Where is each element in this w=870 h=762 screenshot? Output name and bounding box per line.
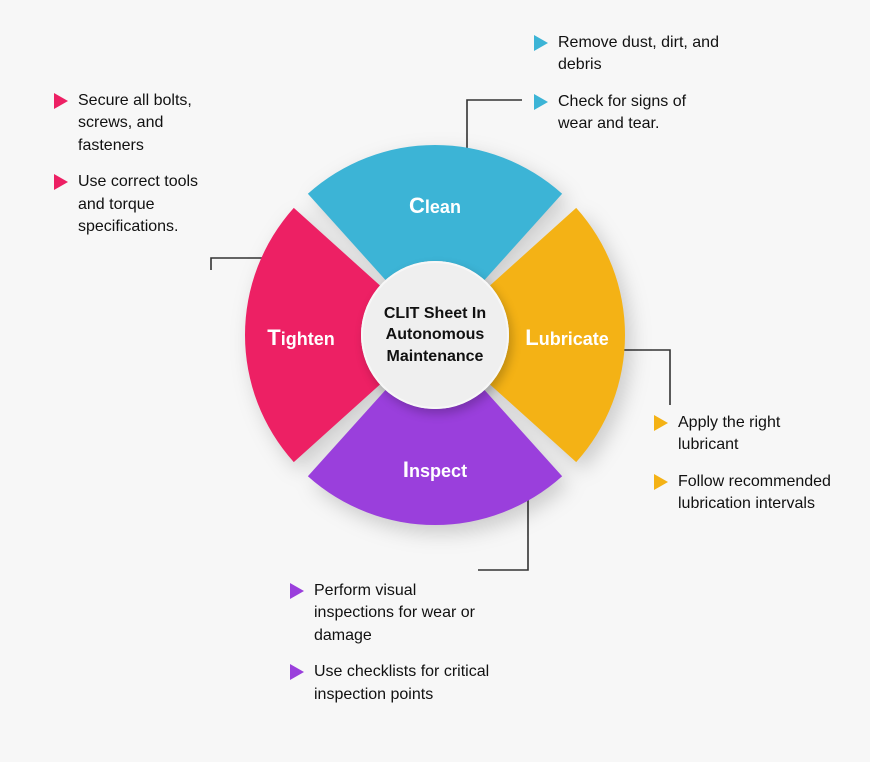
- list-item: Check for signs of wear and tear.: [534, 91, 724, 136]
- list-item: Perform visual inspections for wear or d…: [290, 580, 490, 647]
- callout-inspect: Perform visual inspections for wear or d…: [290, 580, 490, 720]
- triangle-icon: [654, 415, 668, 431]
- triangle-icon: [54, 93, 68, 109]
- center-title: CLIT Sheet In Autonomous Maintenance: [361, 303, 509, 368]
- seg-label-inspect: Inspect: [375, 457, 495, 483]
- triangle-icon: [54, 174, 68, 190]
- list-item: Apply the right lubricant: [654, 412, 844, 457]
- seg-label-tighten: Tighten: [241, 325, 361, 351]
- callout-lubricate: Apply the right lubricant Follow recomme…: [654, 412, 844, 530]
- triangle-icon: [534, 94, 548, 110]
- list-item: Follow recommended lubrication intervals: [654, 471, 844, 516]
- seg-label-lubricate: Lubricate: [507, 325, 627, 351]
- triangle-icon: [290, 664, 304, 680]
- donut-chart: CLIT Sheet In Autonomous Maintenance Cle…: [245, 145, 625, 525]
- triangle-icon: [654, 474, 668, 490]
- callout-clean: Remove dust, dirt, and debris Check for …: [534, 32, 724, 150]
- infographic-stage: CLIT Sheet In Autonomous Maintenance Cle…: [0, 0, 870, 762]
- triangle-icon: [290, 583, 304, 599]
- triangle-icon: [534, 35, 548, 51]
- center-circle: CLIT Sheet In Autonomous Maintenance: [361, 261, 509, 409]
- list-item: Use checklists for critical inspection p…: [290, 661, 490, 706]
- list-item: Secure all bolts, screws, and fasteners: [54, 90, 224, 157]
- list-item: Use correct tools and torque specificati…: [54, 171, 224, 238]
- callout-tighten: Secure all bolts, screws, and fasteners …: [54, 90, 224, 252]
- list-item: Remove dust, dirt, and debris: [534, 32, 724, 77]
- seg-label-clean: Clean: [375, 193, 495, 219]
